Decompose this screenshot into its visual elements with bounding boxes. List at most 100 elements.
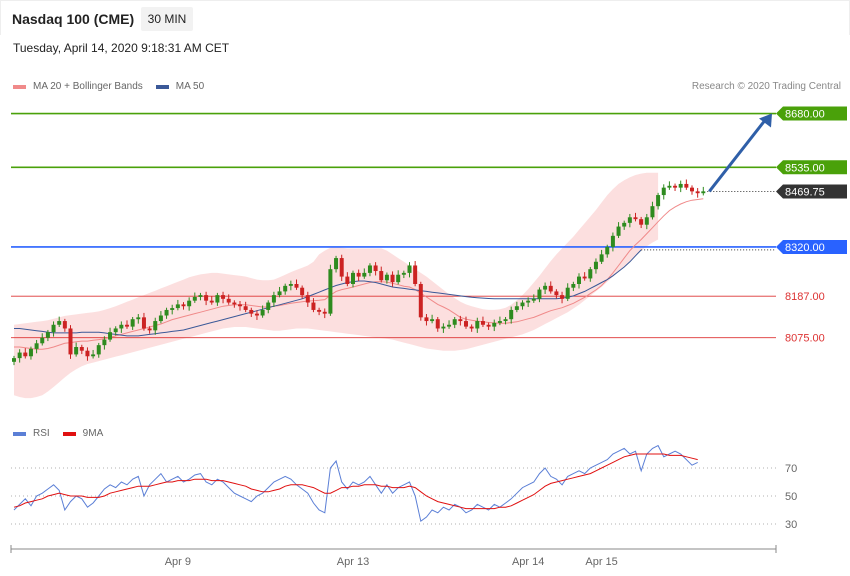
candle-body	[238, 304, 242, 307]
candle-body	[51, 324, 56, 333]
candle-body	[125, 324, 129, 327]
candle-body	[379, 271, 384, 281]
candle-body	[373, 265, 378, 272]
candle-body	[390, 274, 395, 283]
candle-body	[503, 319, 508, 322]
candle-body	[701, 191, 706, 194]
candle-body	[633, 217, 638, 220]
candle-body	[85, 350, 90, 357]
candle-body	[198, 295, 203, 297]
candle-body	[260, 309, 265, 316]
candle-body	[469, 326, 474, 329]
candle-body	[582, 276, 587, 279]
candle-body	[192, 296, 197, 301]
candle-body	[367, 265, 372, 273]
last-price-label: 8469.75	[785, 186, 825, 198]
candle-body	[147, 328, 152, 331]
candle-body	[153, 321, 158, 331]
timestamp: Tuesday, April 14, 2020 9:18:31 AM CET	[13, 41, 230, 55]
candle-body	[305, 295, 310, 303]
candle-body	[520, 302, 525, 307]
candle-body	[447, 324, 452, 327]
candle-body	[34, 343, 39, 349]
candle-body	[661, 187, 666, 196]
candle-body	[12, 358, 16, 362]
candle-body	[339, 258, 344, 277]
chart-header: Nasdaq 100 (CME) 30 MIN	[0, 0, 850, 35]
candle-body	[356, 272, 361, 277]
candle-body	[17, 352, 22, 359]
candle-body	[588, 269, 593, 279]
rsi-ma-legend-swatch	[62, 431, 76, 436]
candle-body	[435, 319, 440, 329]
candle-body	[283, 285, 288, 292]
candle-body	[74, 347, 79, 355]
last-price-tag	[776, 184, 847, 199]
rsi-legend: RSI 9MA	[13, 428, 116, 439]
candle-body	[554, 291, 559, 296]
level-tag-8680.00	[776, 106, 847, 121]
candle-body	[209, 300, 214, 303]
candle-body	[181, 304, 186, 307]
candle-body	[45, 332, 50, 338]
copyright-text: Research © 2020 Trading Central	[691, 81, 841, 92]
candle-body	[673, 185, 678, 188]
x-tick-label: Apr 15	[585, 556, 617, 568]
forecast-arrow-shaft	[708, 120, 766, 193]
candle-body	[221, 295, 226, 299]
candle-body	[599, 254, 604, 262]
candle-body	[328, 269, 333, 314]
candle-body	[605, 246, 610, 255]
candle-body	[639, 219, 644, 225]
candle-body	[288, 284, 293, 286]
candle-body	[430, 319, 435, 322]
price-legend: MA 20 + Bollinger Bands MA 50	[13, 81, 217, 92]
candle-body	[396, 274, 401, 283]
interval-button[interactable]: 30 MIN	[141, 7, 193, 31]
candle-body	[113, 328, 118, 333]
candle-body	[593, 261, 598, 270]
rsi-legend-label: RSI	[33, 428, 50, 439]
rsi-ma-legend-label: 9MA	[82, 428, 104, 439]
candle-body	[424, 317, 429, 322]
candle-body	[345, 276, 350, 284]
rsi-tick-70: 70	[785, 463, 797, 475]
candle-body	[571, 284, 576, 288]
candle-body	[271, 295, 276, 303]
rsi-tick-30: 30	[785, 519, 797, 531]
candle-body	[695, 191, 700, 194]
candle-body	[577, 276, 581, 284]
rsi-tick-50: 50	[785, 491, 797, 503]
candle-body	[28, 348, 33, 357]
candle-body	[616, 226, 621, 236]
candle-body	[96, 345, 101, 355]
candle-body	[40, 337, 45, 344]
level-tag-8535.00	[776, 160, 847, 175]
candle-body	[418, 284, 423, 318]
ma50-legend-label: MA 50	[175, 81, 205, 92]
candle-body	[119, 324, 124, 329]
ma50-legend-swatch	[155, 84, 169, 89]
candle-body	[300, 287, 305, 296]
candle-body	[610, 235, 615, 247]
candle-body	[526, 300, 531, 303]
candle-body	[678, 183, 683, 188]
candle-body	[548, 285, 553, 292]
candle-body	[650, 206, 655, 218]
candle-body	[622, 222, 627, 227]
candle-body	[79, 347, 84, 351]
candle-body	[68, 328, 73, 355]
candle-body	[627, 217, 632, 223]
candle-body	[175, 304, 180, 309]
ma20-legend-label: MA 20 + Bollinger Bands	[33, 81, 143, 92]
candle-body	[91, 354, 96, 357]
candle-body	[170, 308, 175, 310]
forecast-arrow-head	[759, 113, 772, 128]
candle-body	[464, 321, 468, 327]
candle-body	[413, 265, 418, 284]
candle-body	[164, 309, 169, 316]
candle-body	[277, 291, 282, 296]
level-label-8680.00: 8680.00	[785, 109, 825, 121]
candle-body	[644, 217, 649, 225]
